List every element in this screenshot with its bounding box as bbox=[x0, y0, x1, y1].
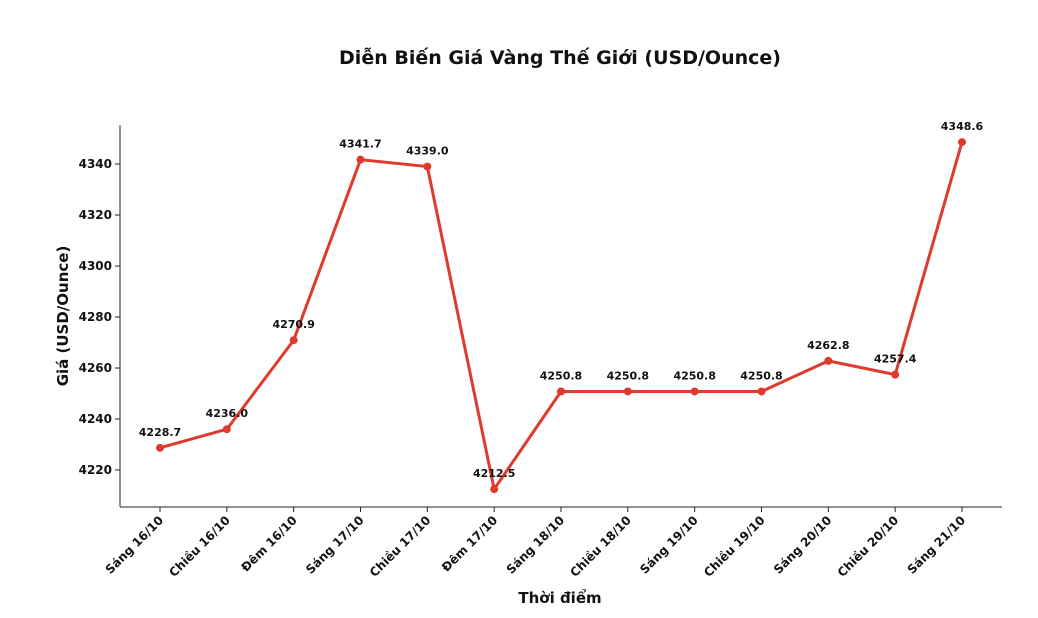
point bbox=[156, 443, 164, 452]
value-label: 4341.7 bbox=[339, 138, 381, 151]
value-label: 4236.0 bbox=[206, 407, 249, 420]
value-label: 4250.8 bbox=[673, 369, 715, 382]
x-tick-label: Đêm 17/10 bbox=[439, 513, 500, 574]
point bbox=[356, 155, 365, 164]
point bbox=[824, 356, 833, 365]
value-label: 4250.8 bbox=[740, 369, 782, 382]
x-tick-label: Chiều 16/10 bbox=[166, 513, 233, 580]
x-tick-label: Sáng 19/10 bbox=[637, 513, 701, 577]
y-tick-label: 4240 bbox=[79, 412, 112, 426]
point bbox=[623, 387, 632, 396]
value-label: 4339.0 bbox=[406, 145, 449, 158]
value-label: 4262.8 bbox=[807, 339, 849, 352]
y-tick-label: 4340 bbox=[79, 157, 112, 171]
point bbox=[958, 138, 966, 147]
point bbox=[690, 387, 699, 396]
point bbox=[757, 387, 766, 396]
y-tick-label: 4220 bbox=[79, 463, 112, 477]
value-label: 4228.7 bbox=[139, 426, 181, 439]
y-tick-label: 4280 bbox=[79, 310, 112, 324]
value-label: 4212.5 bbox=[473, 467, 515, 480]
point bbox=[557, 387, 565, 396]
point bbox=[222, 425, 231, 434]
point bbox=[490, 485, 499, 494]
line bbox=[159, 141, 964, 491]
x-tick-label: Sáng 18/10 bbox=[504, 513, 568, 577]
point bbox=[891, 370, 900, 379]
y-axis-label: Giá (USD/Ounce) bbox=[54, 246, 72, 387]
value-label: 4250.8 bbox=[540, 369, 582, 382]
y-tick-label: 4300 bbox=[79, 259, 112, 273]
value-label: 4257.4 bbox=[874, 353, 917, 366]
value-label: 4250.8 bbox=[607, 369, 649, 382]
y-tick-label: 4260 bbox=[79, 361, 112, 375]
x-tick-label: Đêm 16/10 bbox=[239, 513, 300, 574]
x-tick-label: Chiều 18/10 bbox=[567, 513, 634, 580]
x-tick-label: Sáng 21/10 bbox=[905, 513, 969, 577]
point bbox=[423, 162, 432, 171]
point bbox=[289, 336, 298, 345]
x-tick-label: Sáng 16/10 bbox=[103, 513, 167, 577]
x-tick-label: Sáng 17/10 bbox=[303, 513, 367, 577]
value-label: 4348.6 bbox=[941, 120, 984, 133]
x-tick-label: Chiều 20/10 bbox=[835, 513, 902, 580]
x-axis-label: Thời điểm bbox=[518, 588, 601, 607]
chart-title: Diễn Biến Giá Vàng Thế Giới (USD/Ounce) bbox=[339, 45, 781, 69]
y-tick-label: 4320 bbox=[79, 208, 112, 222]
x-tick-label: Sáng 20/10 bbox=[771, 513, 835, 577]
x-tick-label: Chiều 19/10 bbox=[701, 513, 768, 580]
x-tick-label: Chiều 17/10 bbox=[367, 513, 434, 580]
value-label: 4270.9 bbox=[272, 318, 314, 331]
